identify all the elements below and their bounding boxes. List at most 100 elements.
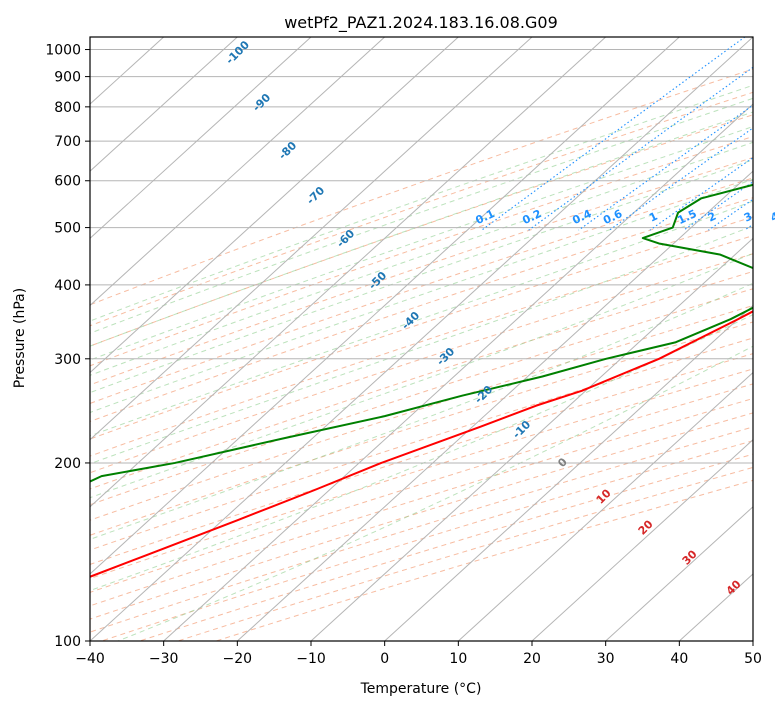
isotherm-label: -80 [276, 139, 299, 162]
y-tick-label: 700 [54, 134, 81, 150]
isotherm-label: -40 [399, 309, 422, 332]
dry-adiabat [90, 114, 753, 347]
moist-adiabat [90, 111, 753, 347]
mixing-ratio-label: 0.2 [520, 207, 543, 227]
temperature-profile [90, 310, 753, 578]
moist-adiabat [90, 225, 753, 465]
isotherm [531, 438, 753, 641]
moist-adiabat [90, 178, 753, 414]
isotherm [457, 371, 753, 641]
mixing-ratio-line [578, 104, 753, 231]
isotherm [384, 304, 753, 641]
isotherm-label: 30 [680, 547, 700, 567]
y-tick-label: 100 [54, 634, 81, 650]
x-tick-label: −10 [296, 651, 326, 667]
dry-adiabat [90, 353, 753, 565]
dry-adiabat [90, 368, 753, 580]
dry-adiabat [90, 288, 753, 506]
dry-adiabat [90, 337, 753, 551]
isotherm [90, 37, 459, 374]
plot-area: -100-90-80-70-60-50-40-30-20-10010203040… [45, 35, 775, 667]
isotherm-label: 10 [594, 486, 614, 506]
dry-adiabat [90, 216, 753, 440]
dry-adiabat [90, 426, 753, 633]
isotherm [90, 37, 680, 575]
isotherm [752, 640, 753, 641]
y-tick-label: 200 [54, 456, 81, 472]
x-tick-label: 20 [523, 651, 541, 667]
isotherm [90, 37, 238, 172]
isotherm-label: -50 [366, 269, 389, 292]
dry-adiabat [90, 68, 753, 306]
moist-adiabat [90, 84, 753, 322]
dry-adiabat [90, 412, 753, 620]
dewpoint-profile [90, 183, 753, 483]
mixing-ratio-label: 1 [647, 210, 659, 225]
dry-adiabat [90, 270, 753, 490]
dry-adiabat [176, 466, 753, 641]
isotherm [90, 37, 312, 240]
mixing-ratio-label: 4 [769, 209, 775, 224]
y-tick-label: 500 [54, 221, 81, 237]
moist-adiabat [90, 159, 753, 394]
plot-inner [90, 35, 775, 641]
x-tick-label: −40 [75, 651, 105, 667]
y-tick-label: 600 [54, 174, 81, 190]
moist-adiabat [90, 141, 753, 376]
isotherm-label: -90 [250, 91, 273, 114]
y-axis-label: Pressure (hPa) [12, 288, 28, 388]
y-tick-label: 900 [54, 70, 81, 86]
dry-adiabat [90, 156, 753, 386]
mixing-ratio-line [528, 66, 753, 231]
moist-adiabat [90, 125, 753, 361]
isotherm [90, 37, 753, 641]
mixing-ratio-line [744, 223, 753, 231]
dry-adiabat [90, 253, 753, 474]
x-tick-label: 10 [449, 651, 467, 667]
y-tick-label: 1000 [45, 43, 81, 59]
moist-adiabat [90, 282, 753, 540]
mixing-ratio-label: 2 [706, 210, 718, 225]
isotherm [236, 170, 753, 641]
isotherm [163, 103, 753, 641]
isotherm [90, 37, 386, 307]
dry-adiabat [90, 177, 753, 404]
x-tick-label: 40 [670, 651, 688, 667]
isotherm-label: -100 [223, 38, 252, 67]
dry-adiabat [90, 197, 753, 423]
y-tick-label: 300 [54, 352, 81, 368]
mixing-ratio-line [481, 37, 746, 231]
moist-adiabat [90, 252, 753, 499]
mixing-ratio-line [609, 127, 753, 231]
mixing-ratio-line [771, 35, 775, 231]
plot-frame [89, 36, 754, 642]
x-tick-label: −20 [223, 651, 253, 667]
moist-adiabat [90, 314, 753, 592]
mixing-ratio-line [708, 198, 753, 231]
isotherm-label: -60 [334, 227, 357, 250]
isotherm [90, 37, 607, 508]
dry-adiabat [90, 305, 753, 521]
y-tick-label: 800 [54, 100, 81, 116]
mixing-ratio-line [649, 156, 753, 231]
isotherm-label: 20 [636, 517, 656, 537]
dry-adiabat [138, 453, 753, 641]
dry-adiabat [90, 383, 753, 593]
moist-adiabat [117, 345, 753, 641]
isotherm-label: 40 [724, 577, 744, 597]
isotherm [605, 506, 753, 641]
isotherm [90, 37, 533, 441]
mixing-ratio-label: 0.1 [474, 207, 497, 227]
x-tick-label: 50 [744, 651, 762, 667]
dry-adiabat [90, 398, 753, 607]
isotherm-label: -70 [304, 184, 327, 207]
x-tick-label: 0 [380, 651, 389, 667]
isotherm [310, 237, 753, 641]
dry-adiabat [90, 91, 753, 327]
dry-adiabat [90, 135, 753, 367]
y-tick-label: 400 [54, 278, 81, 294]
x-axis-label: Temperature (°C) [360, 681, 482, 697]
dry-adiabat [90, 321, 753, 536]
x-tick-label: −30 [149, 651, 179, 667]
